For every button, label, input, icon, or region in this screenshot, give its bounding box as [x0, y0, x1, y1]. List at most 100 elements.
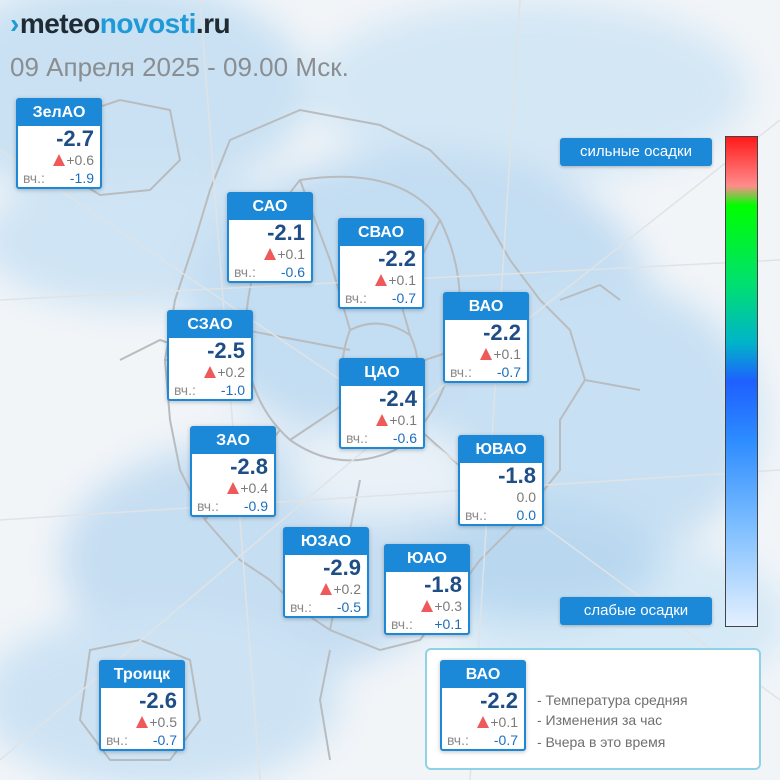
district-yesterday-row: вч.: -0.9 — [192, 497, 274, 515]
district-yesterday-row: вч.: +0.1 — [386, 615, 468, 633]
yesterday-label: вч.: — [106, 732, 128, 748]
district-yesterday-value: -0.6 — [280, 264, 305, 280]
district-name: ЮЗАО — [285, 529, 367, 555]
yesterday-label: вч.: — [346, 430, 368, 446]
district-change: +0.4 — [192, 479, 274, 497]
district-yesterday-row: вч.: -0.7 — [445, 363, 527, 381]
district-change-value: +0.4 — [240, 480, 268, 496]
rise-triangle-icon — [136, 716, 149, 728]
district-change-value: +0.3 — [434, 598, 462, 614]
district-name: ЦАО — [341, 360, 423, 386]
district-yesterday-row: вч.: -0.5 — [285, 598, 367, 616]
district-name: СЗАО — [169, 312, 251, 338]
district-card-yuzao[interactable]: ЮЗАО -2.9 +0.2 вч.: -0.5 — [283, 527, 369, 618]
district-yesterday-value: -1.0 — [220, 382, 245, 398]
district-temp: -2.5 — [207, 338, 245, 363]
yesterday-label: вч.: — [450, 364, 472, 380]
legend-panel: ВАО -2.2 +0.1 вч.: -0.7 - Температура сре… — [425, 648, 761, 770]
district-card-svao[interactable]: СВАО -2.2 +0.1 вч.: -0.7 — [338, 218, 424, 309]
district-temp: -1.8 — [498, 463, 536, 488]
district-card-vao[interactable]: ВАО -2.2 +0.1 вч.: -0.7 — [443, 292, 529, 383]
district-yesterday-row: вч.: -0.7 — [340, 289, 422, 307]
district-yesterday-value: -0.5 — [336, 599, 361, 615]
district-yesterday-row: вч.: -0.6 — [229, 263, 311, 281]
yesterday-label: вч.: — [290, 599, 312, 615]
rise-triangle-icon — [421, 600, 434, 612]
district-yesterday-value: -0.7 — [152, 732, 177, 748]
district-change: +0.1 — [442, 713, 524, 731]
district-yesterday-row: вч.: -0.7 — [101, 731, 183, 749]
strong-precip-label: сильные осадки — [560, 138, 712, 166]
district-yesterday-value: -0.7 — [391, 290, 416, 306]
district-change: +0.3 — [386, 597, 468, 615]
district-change-value: +0.1 — [388, 272, 416, 288]
legend-desc-yesterday: - Вчера в это время — [537, 734, 666, 750]
rise-triangle-icon — [477, 716, 490, 728]
district-yesterday-value: -0.6 — [392, 430, 417, 446]
yesterday-label: вч.: — [447, 732, 469, 748]
yesterday-label: вч.: — [391, 616, 413, 632]
district-change: +0.1 — [341, 411, 423, 429]
district-name: ЮВАО — [460, 437, 542, 463]
district-card-troitsk[interactable]: Троицк -2.6 +0.5 вч.: -0.7 — [99, 660, 185, 751]
district-name: ЗАО — [192, 428, 274, 454]
district-change-value: +0.2 — [333, 581, 361, 597]
district-change-value: +0.2 — [217, 364, 245, 380]
district-temp: -1.8 — [424, 572, 462, 597]
district-change-value: +0.5 — [149, 714, 177, 730]
district-card-yuao[interactable]: ЮАО -1.8 +0.3 вч.: +0.1 — [384, 544, 470, 635]
district-name: ВАО — [442, 662, 524, 688]
district-change: +0.6 — [18, 151, 100, 169]
district-temp: -2.7 — [56, 126, 94, 151]
district-change: +0.5 — [101, 713, 183, 731]
district-yesterday-value: -0.7 — [493, 732, 518, 748]
district-name: ВАО — [445, 294, 527, 320]
district-yesterday-value: +0.1 — [434, 616, 462, 632]
precipitation-scale-bar — [725, 136, 758, 627]
district-change: +0.1 — [340, 271, 422, 289]
rise-triangle-icon — [204, 366, 217, 378]
district-temp: -2.2 — [480, 688, 518, 713]
district-name: ЗелАО — [18, 100, 100, 126]
yesterday-label: вч.: — [345, 290, 367, 306]
district-change-value: 0.0 — [516, 489, 536, 505]
rise-triangle-icon — [227, 482, 240, 494]
weak-precip-label: слабые осадки — [560, 597, 712, 625]
rise-triangle-icon — [375, 274, 388, 286]
district-temp: -2.6 — [139, 688, 177, 713]
district-temp: -2.1 — [267, 220, 305, 245]
district-temp: -2.2 — [483, 320, 521, 345]
district-card-tsao[interactable]: ЦАО -2.4 +0.1 вч.: -0.6 — [339, 358, 425, 449]
district-change-value: +0.1 — [389, 412, 417, 428]
district-name: Троицк — [101, 662, 183, 688]
district-change-value: +0.1 — [493, 346, 521, 362]
district-change: +0.1 — [229, 245, 311, 263]
district-card-yuvao[interactable]: ЮВАО -1.8 0.0 вч.: 0.0 — [458, 435, 544, 526]
district-card-zao[interactable]: ЗАО -2.8 +0.4 вч.: -0.9 — [190, 426, 276, 517]
district-yesterday-row: вч.: -1.0 — [169, 381, 251, 399]
yesterday-label: вч.: — [174, 382, 196, 398]
rise-triangle-icon — [480, 348, 493, 360]
district-change-value: +0.1 — [277, 246, 305, 262]
district-card-szao[interactable]: СЗАО -2.5 +0.2 вч.: -1.0 — [167, 310, 253, 401]
district-change: +0.2 — [169, 363, 251, 381]
district-temp: -2.9 — [323, 555, 361, 580]
district-name: СВАО — [340, 220, 422, 246]
rise-triangle-icon — [53, 154, 66, 166]
yesterday-label: вч.: — [465, 507, 487, 523]
district-yesterday-row: вч.: -1.9 — [18, 169, 100, 187]
district-name: ЮАО — [386, 546, 468, 572]
yesterday-label: вч.: — [234, 264, 256, 280]
logo-text-part1: meteo — [19, 8, 100, 39]
district-change: +0.1 — [445, 345, 527, 363]
district-yesterday-row: вч.: 0.0 — [460, 506, 542, 524]
site-logo[interactable]: ›meteonovosti.ru — [10, 8, 231, 40]
district-card-sao[interactable]: САО -2.1 +0.1 вч.: -0.6 — [227, 192, 313, 283]
logo-text-part3: .ru — [195, 8, 231, 39]
logo-mark: › — [10, 8, 19, 39]
district-card-zelao[interactable]: ЗелАО -2.7 +0.6 вч.: -1.9 — [16, 98, 102, 189]
district-yesterday-value: 0.0 — [516, 507, 536, 523]
district-temp: -2.8 — [230, 454, 268, 479]
forecast-datetime: 09 Апреля 2025 - 09.00 Мск. — [10, 52, 349, 82]
